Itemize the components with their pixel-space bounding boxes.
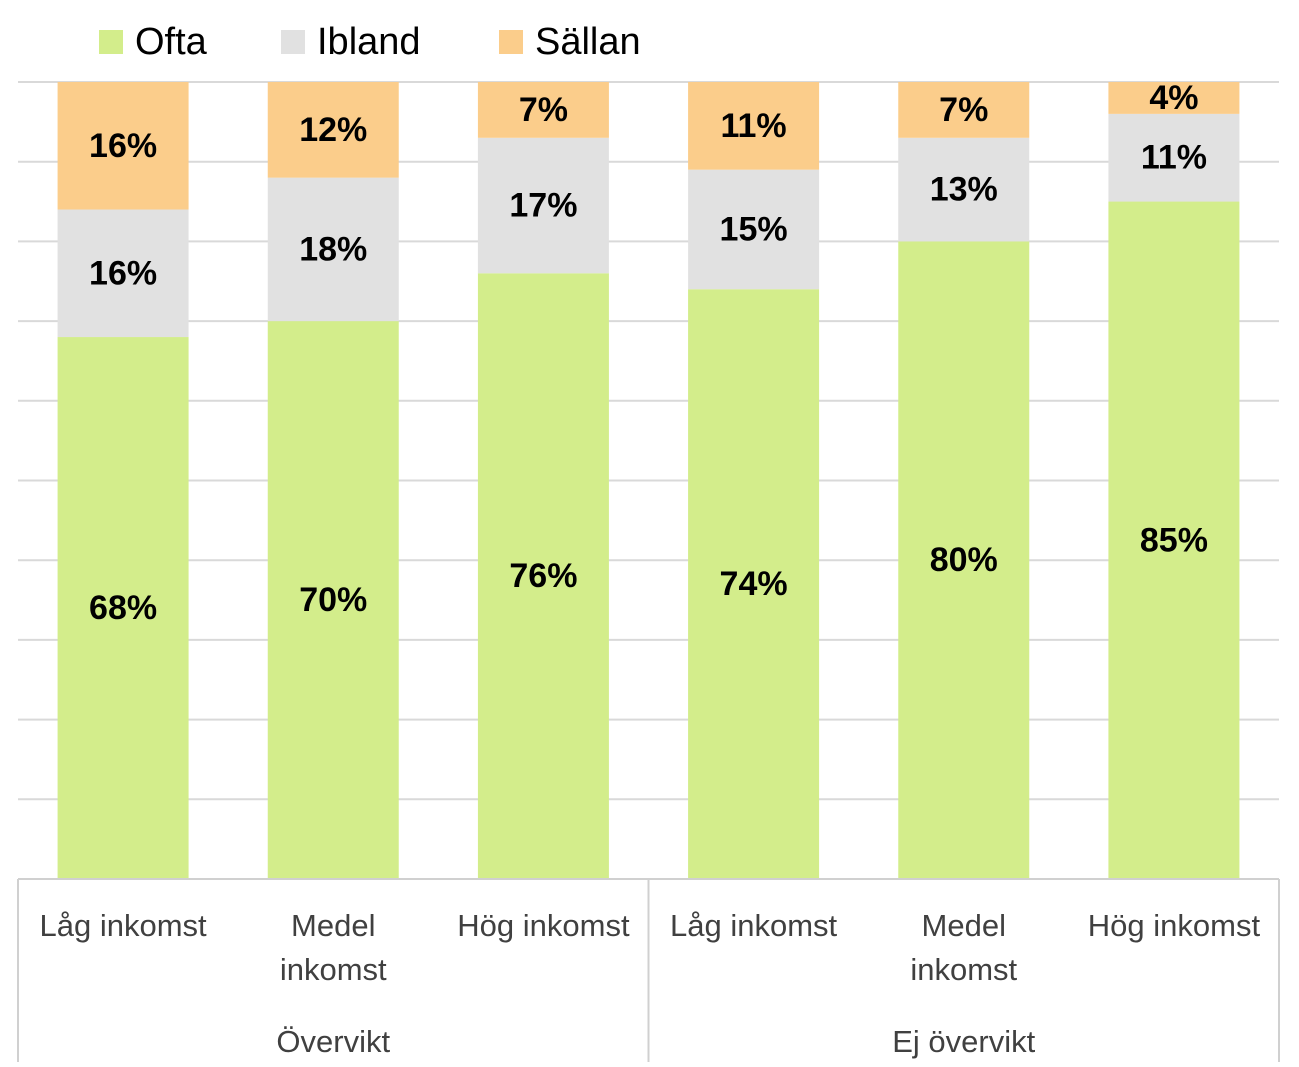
data-label: 11%	[1141, 139, 1207, 177]
group-label: Övervikt	[276, 1024, 390, 1059]
bar-sällan	[57, 82, 189, 210]
bar-ofta	[267, 321, 399, 880]
bar-sällan	[898, 82, 1030, 138]
bar-ofta	[898, 241, 1030, 879]
bar-ibland	[1108, 113, 1240, 202]
legend-label: Sällan	[535, 21, 641, 63]
bar-sällan	[688, 82, 820, 170]
data-label: 76%	[509, 557, 577, 595]
bar-ibland	[688, 169, 820, 290]
category-label: Medel inkomst	[910, 908, 1017, 987]
legend-label: Ibland	[317, 21, 421, 63]
bars	[57, 82, 1240, 880]
category-label: Medel inkomst	[280, 908, 387, 987]
bar-sällan	[267, 82, 399, 178]
data-label: 68%	[89, 589, 157, 627]
bar-ibland	[267, 177, 399, 322]
bar-ibland	[477, 137, 609, 274]
data-label: 85%	[1140, 521, 1208, 559]
category-label: Låg inkomst	[670, 908, 838, 943]
data-label: 11%	[720, 107, 786, 145]
legend-swatch-ofta	[99, 30, 123, 54]
bar-ofta	[477, 273, 609, 879]
data-label: 16%	[89, 127, 157, 165]
data-labels: 68% 16% 16% 70% 18% 12% 76% 17% 7% 74% 15% 11% 80% 13…	[89, 79, 1208, 627]
group-label: Ej övervikt	[892, 1024, 1035, 1059]
data-label: 74%	[720, 565, 788, 603]
data-label: 18%	[299, 230, 367, 268]
data-label: 7%	[939, 91, 988, 129]
category-label: Hög inkomst	[457, 908, 630, 943]
group-labels: Övervikt Ej övervikt	[276, 1024, 1035, 1059]
category-label: Låg inkomst	[40, 908, 208, 943]
legend-swatch-sällan	[499, 30, 523, 54]
legend-label: Ofta	[135, 21, 208, 63]
data-label: 4%	[1149, 79, 1198, 117]
bar-sällan	[477, 82, 609, 138]
bar-ofta	[57, 337, 189, 879]
bar-sällan	[1108, 82, 1240, 114]
data-label: 16%	[89, 254, 157, 292]
data-label: 15%	[720, 210, 788, 248]
bar-ofta	[1108, 201, 1240, 880]
data-label: 70%	[299, 581, 367, 619]
data-label: 13%	[930, 171, 998, 209]
legend: Ofta Ibland Sällan	[99, 21, 641, 63]
data-label: 80%	[930, 541, 998, 579]
bar-ibland	[898, 137, 1030, 242]
data-label: 12%	[299, 111, 367, 149]
bar-ofta	[688, 289, 820, 880]
data-label: 17%	[509, 187, 577, 225]
legend-swatch-ibland	[281, 30, 305, 54]
category-labels: Låg inkomst Medel inkomst Hög inkomst Låg in…	[40, 908, 1261, 987]
data-label: 7%	[519, 91, 568, 129]
x-axis	[17, 878, 1280, 1062]
category-label: Hög inkomst	[1088, 908, 1261, 943]
bar-ibland	[57, 209, 189, 338]
gridlines	[18, 81, 1279, 801]
